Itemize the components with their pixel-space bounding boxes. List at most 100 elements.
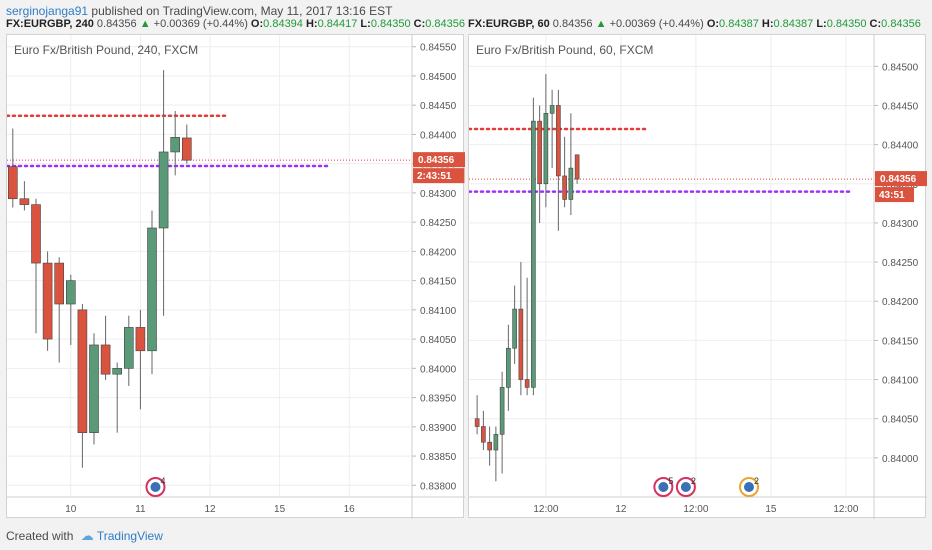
candle-body	[158, 151, 169, 229]
close-value: 0.84356	[881, 18, 921, 30]
change-value: +0.00369 (+0.44%)	[153, 18, 248, 30]
countdown-tag-label: 43:51	[879, 190, 905, 201]
up-triangle-icon: ▲	[139, 18, 151, 30]
time-tick-label: 10	[65, 504, 77, 515]
candle-body	[147, 227, 157, 352]
chart-svg-60[interactable]: 0.845000.844500.844000.843500.843000.842…	[469, 35, 927, 519]
candle-body	[124, 327, 134, 369]
event-badge[interactable]: 4	[145, 476, 165, 497]
price-tick-label: 0.84000	[882, 454, 919, 465]
candle-body	[7, 166, 18, 200]
chart-panel-240[interactable]: 0.845500.845000.844500.844000.843500.843…	[6, 34, 465, 519]
candle-body	[65, 280, 76, 305]
low-label: L:	[816, 18, 827, 30]
price-tick-label: 0.84400	[882, 141, 919, 152]
last-price-tag-label: 0.84356	[880, 174, 917, 185]
candle-body	[42, 262, 53, 340]
price-tick-label: 0.84000	[420, 364, 457, 375]
chart-svg-240[interactable]: 0.845500.845000.844500.844000.843500.843…	[7, 35, 465, 519]
candle-body	[537, 120, 542, 185]
tradingview-logo-icon: ☁	[80, 528, 94, 543]
open-label: O:	[250, 18, 264, 30]
event-badge-count: 5	[668, 476, 673, 486]
high-value: 0.84417	[317, 18, 358, 30]
price-tick-label: 0.84250	[420, 218, 457, 229]
price-tick-label: 0.84300	[420, 189, 457, 200]
price-tick-label: 0.84150	[420, 277, 457, 288]
candle-body	[562, 175, 567, 200]
published-line: serginojanga91 published on TradingView.…	[6, 4, 393, 18]
candle-body	[54, 262, 65, 305]
created-with-text: Created with	[6, 529, 74, 543]
candle-body	[487, 441, 492, 451]
candle-body	[524, 379, 530, 388]
price-tick-label: 0.84500	[882, 62, 919, 73]
candle-body	[531, 120, 536, 388]
time-tick-label: 12:00	[533, 504, 558, 515]
time-tick-label: 15	[765, 504, 777, 515]
high-label: H:	[305, 18, 318, 30]
time-tick-label: 15	[274, 504, 286, 515]
last-price-tag	[875, 171, 927, 187]
time-tick-label: 16	[344, 504, 356, 515]
candle-body	[100, 344, 111, 375]
candle-body	[19, 198, 30, 205]
candle-body	[512, 308, 517, 349]
price-tick-label: 0.83850	[420, 452, 457, 463]
time-tick-label: 12	[204, 504, 216, 515]
close-value: 0.84356	[425, 18, 466, 30]
event-flag-icon	[658, 482, 669, 492]
chart-panel-60[interactable]: 0.845000.844500.844000.843500.843000.842…	[468, 34, 927, 519]
candle-body	[543, 113, 549, 185]
candle-body	[135, 327, 146, 352]
open-value: 0.84394	[263, 18, 303, 30]
time-tick-label: 12:00	[833, 504, 858, 515]
price-tick-label: 0.84050	[420, 335, 457, 346]
candle-body	[518, 308, 524, 380]
chart-title: Euro Fx/British Pound, 60, FXCM	[476, 43, 653, 57]
price-tick-label: 0.84100	[882, 376, 919, 387]
low-value: 0.84350	[826, 18, 867, 30]
candle-body	[556, 105, 561, 177]
time-tick-label: 12	[615, 504, 627, 515]
change-value: +0.00369 (+0.44%)	[609, 18, 704, 30]
last-value: 0.84356	[96, 18, 137, 30]
footer: Created with ☁ TradingView	[6, 528, 163, 544]
candle-body	[77, 309, 88, 433]
published-text: published on TradingView.com, May 11, 20…	[91, 4, 393, 18]
event-badge[interactable]: 5	[653, 476, 673, 497]
low-value: 0.84350	[370, 18, 411, 30]
candle-body	[474, 418, 480, 427]
low-label: L:	[360, 18, 371, 30]
candle-body	[549, 105, 555, 114]
countdown-tag-label: 2:43:51	[417, 171, 452, 182]
event-badge[interactable]: 2	[739, 476, 759, 497]
open-label: O:	[706, 18, 720, 30]
price-tick-label: 0.84200	[882, 297, 919, 308]
last-value: 0.84356	[552, 18, 593, 30]
close-label: C:	[413, 18, 426, 30]
author-link[interactable]: serginojanga91	[6, 4, 89, 18]
event-flag-icon	[680, 482, 691, 492]
event-badge[interactable]: 2	[675, 476, 696, 497]
high-label: H:	[761, 18, 774, 30]
event-badge-count: 2	[754, 476, 759, 486]
high-value: 0.84387	[773, 18, 814, 30]
price-tick-label: 0.84400	[420, 130, 457, 141]
candle-body	[493, 434, 499, 451]
price-tick-label: 0.84450	[882, 101, 919, 112]
event-badge-count: 2	[691, 476, 696, 486]
price-tick-label: 0.84050	[882, 415, 919, 426]
symbol: FX:EURGBP, 60	[468, 18, 550, 30]
close-label: C:	[869, 18, 882, 30]
symbol: FX:EURGBP, 240	[6, 18, 94, 30]
price-tick-label: 0.84450	[420, 101, 457, 112]
time-tick-label: 11	[135, 504, 146, 515]
price-tick-label: 0.83950	[420, 394, 457, 405]
candle-body	[481, 426, 486, 443]
tradingview-link[interactable]: TradingView	[96, 529, 163, 543]
price-tick-label: 0.84500	[420, 72, 457, 83]
time-tick-label: 12:00	[683, 504, 708, 515]
price-tick-label: 0.84200	[420, 247, 457, 258]
last-price-tag-label: 0.84356	[418, 155, 455, 166]
